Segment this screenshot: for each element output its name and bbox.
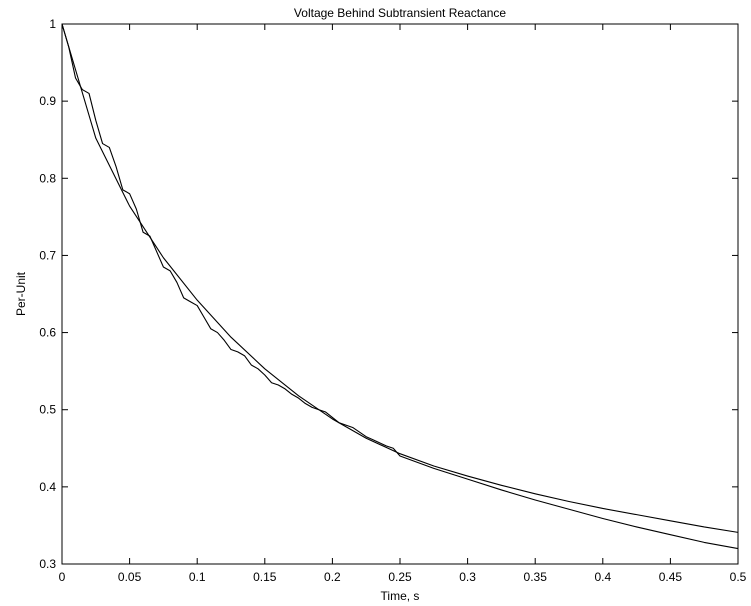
x-tick-label: 0.3 [459, 570, 476, 584]
x-tick-label: 0.15 [253, 570, 277, 584]
series-line-1 [61, 23, 739, 533]
y-tick-label: 0.6 [39, 326, 56, 340]
x-tick-label: 0.2 [324, 570, 341, 584]
y-tick-label: 0.3 [39, 557, 56, 571]
y-tick-label: 1 [49, 17, 56, 31]
x-axis-label: Time, s [381, 589, 420, 603]
x-tick-label: 0.25 [388, 570, 412, 584]
x-tick-label: 0.05 [118, 570, 142, 584]
plot-lines [61, 23, 739, 550]
y-tick-label: 0.7 [39, 248, 56, 262]
plot-frame [61, 23, 739, 565]
y-tick-label: 0.5 [39, 403, 56, 417]
x-tick-label: 0 [59, 570, 66, 584]
x-tick-label: 0.5 [730, 570, 747, 584]
y-tick-label: 0.4 [39, 480, 56, 494]
x-tick-label: 0.1 [189, 570, 206, 584]
y-tick-label: 0.8 [39, 171, 56, 185]
y-tick-label: 0.9 [39, 94, 56, 108]
x-tick-label: 0.45 [659, 570, 683, 584]
x-axis-ticks: 0 0.05 0.1 0.15 0.2 0.25 0.3 0.35 0.4 0.45 0.5 [59, 24, 747, 584]
x-tick-label: 0.35 [524, 570, 548, 584]
y-axis-label: Per-Unit [14, 271, 28, 316]
y-axis-ticks: 0.3 0.4 0.5 0.6 0.7 0.8 0.9 1 [39, 17, 738, 571]
x-tick-label: 0.4 [594, 570, 611, 584]
series-line-2 [61, 23, 739, 550]
chart-title: Voltage Behind Subtransient Reactance [294, 6, 506, 20]
